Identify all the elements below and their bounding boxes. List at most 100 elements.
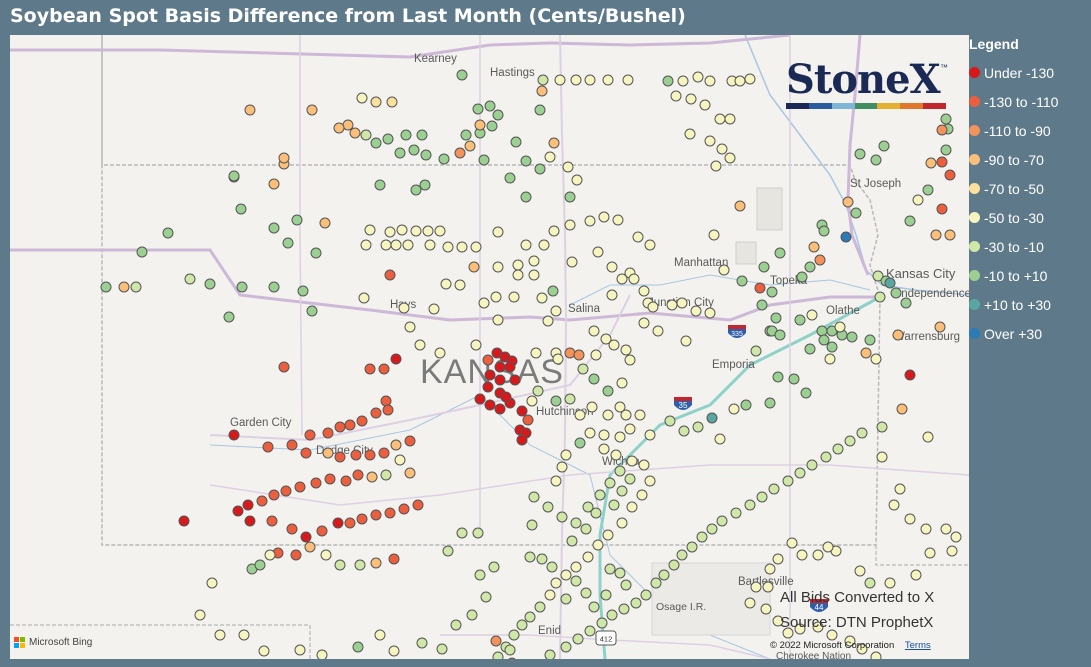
basis-point-marker[interactable] [850, 207, 862, 219]
basis-point-marker[interactable] [788, 373, 800, 385]
basis-point-marker[interactable] [604, 563, 616, 575]
basis-point-marker[interactable] [228, 170, 240, 182]
basis-point-marker[interactable] [528, 269, 540, 281]
basis-point-marker[interactable] [588, 601, 600, 613]
basis-point-marker[interactable] [420, 149, 432, 161]
legend-item[interactable]: -70 to -50 [969, 174, 1091, 203]
basis-point-marker[interactable] [370, 509, 382, 521]
basis-point-marker[interactable] [668, 559, 680, 571]
basis-point-marker[interactable] [924, 547, 936, 559]
basis-point-marker[interactable] [538, 239, 550, 251]
basis-point-marker[interactable] [744, 499, 756, 511]
basis-point-marker[interactable] [528, 255, 540, 267]
basis-point-marker[interactable] [492, 314, 504, 326]
basis-point-marker[interactable] [500, 391, 512, 403]
basis-point-marker[interactable] [334, 451, 346, 463]
basis-point-marker[interactable] [582, 501, 594, 513]
basis-point-marker[interactable] [516, 619, 528, 631]
basis-point-marker[interactable] [628, 273, 640, 285]
basis-point-marker[interactable] [842, 196, 854, 208]
basis-point-marker[interactable] [544, 151, 556, 163]
basis-point-marker[interactable] [580, 523, 592, 535]
basis-point-marker[interactable] [630, 597, 642, 609]
basis-point-marker[interactable] [130, 281, 142, 293]
basis-point-marker[interactable] [584, 74, 596, 86]
basis-point-marker[interactable] [404, 321, 416, 333]
basis-point-marker[interactable] [564, 191, 576, 203]
basis-point-marker[interactable] [118, 281, 130, 293]
basis-point-marker[interactable] [638, 285, 650, 297]
basis-point-marker[interactable] [774, 247, 786, 259]
basis-point-marker[interactable] [892, 329, 904, 341]
basis-point-marker[interactable] [410, 225, 422, 237]
basis-point-marker[interactable] [454, 147, 466, 159]
basis-point-marker[interactable] [824, 353, 836, 365]
basis-point-marker[interactable] [708, 229, 720, 241]
basis-point-marker[interactable] [534, 104, 546, 116]
basis-point-marker[interactable] [470, 339, 482, 351]
basis-point-marker[interactable] [536, 85, 548, 97]
basis-point-marker[interactable] [516, 405, 528, 417]
basis-point-marker[interactable] [266, 515, 278, 527]
basis-point-marker[interactable] [940, 523, 952, 535]
basis-point-marker[interactable] [264, 549, 276, 561]
basis-point-marker[interactable] [280, 485, 292, 497]
basis-point-marker[interactable] [560, 593, 572, 605]
basis-point-marker[interactable] [608, 339, 620, 351]
basis-point-marker[interactable] [772, 615, 784, 627]
basis-point-marker[interactable] [564, 393, 576, 405]
basis-point-marker[interactable] [804, 261, 816, 273]
basis-point-marker[interactable] [704, 135, 716, 147]
basis-point-marker[interactable] [904, 215, 916, 227]
basis-point-marker[interactable] [786, 537, 798, 549]
basis-point-marker[interactable] [223, 311, 235, 323]
basis-point-marker[interactable] [822, 541, 834, 553]
basis-point-marker[interactable] [571, 174, 583, 186]
basis-point-marker[interactable] [162, 227, 174, 239]
basis-point-marker[interactable] [400, 129, 412, 141]
basis-point-marker[interactable] [316, 649, 328, 659]
basis-point-marker[interactable] [492, 651, 504, 659]
basis-point-marker[interactable] [422, 225, 434, 237]
basis-point-marker[interactable] [304, 429, 316, 441]
basis-point-marker[interactable] [624, 423, 636, 435]
basis-point-marker[interactable] [764, 563, 776, 575]
basis-point-marker[interactable] [834, 321, 846, 333]
legend-item[interactable]: Over +30 [969, 319, 1091, 348]
basis-point-marker[interactable] [874, 291, 886, 303]
basis-point-marker[interactable] [550, 305, 562, 317]
basis-point-marker[interactable] [434, 225, 446, 237]
basis-point-marker[interactable] [856, 643, 868, 655]
basis-point-marker[interactable] [416, 637, 428, 649]
basis-point-marker[interactable] [332, 517, 344, 529]
basis-point-marker[interactable] [456, 69, 468, 81]
basis-point-marker[interactable] [556, 461, 568, 473]
basis-point-marker[interactable] [442, 241, 454, 253]
basis-point-marker[interactable] [268, 489, 280, 501]
basis-point-marker[interactable] [388, 645, 400, 657]
basis-point-marker[interactable] [770, 312, 782, 324]
basis-point-marker[interactable] [812, 549, 824, 561]
basis-point-marker[interactable] [570, 517, 582, 529]
basis-point-marker[interactable] [944, 169, 956, 181]
basis-point-marker[interactable] [352, 469, 364, 481]
basis-point-marker[interactable] [946, 545, 958, 557]
basis-point-marker[interactable] [602, 385, 614, 397]
basis-point-marker[interactable] [466, 609, 478, 621]
basis-point-marker[interactable] [658, 569, 670, 581]
basis-point-marker[interactable] [936, 156, 948, 168]
basis-point-marker[interactable] [626, 455, 638, 467]
basis-point-marker[interactable] [904, 513, 916, 525]
basis-point-marker[interactable] [602, 74, 614, 86]
basis-point-marker[interactable] [384, 269, 396, 281]
basis-point-marker[interactable] [268, 281, 280, 293]
basis-point-marker[interactable] [610, 449, 622, 461]
basis-point-marker[interactable] [768, 483, 780, 495]
basis-point-marker[interactable] [756, 299, 768, 311]
basis-point-marker[interactable] [676, 549, 688, 561]
basis-point-marker[interactable] [566, 535, 578, 547]
basis-point-marker[interactable] [796, 549, 808, 561]
basis-point-marker[interactable] [214, 629, 226, 641]
basis-point-marker[interactable] [294, 644, 306, 656]
basis-point-marker[interactable] [650, 577, 662, 589]
